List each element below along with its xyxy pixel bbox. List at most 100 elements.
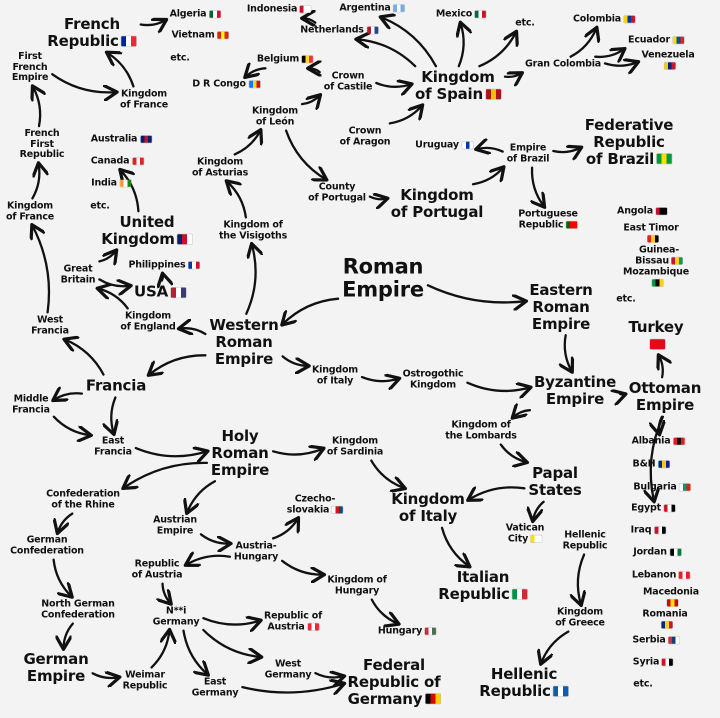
arrow-byzantine-to-k-lombards [513, 410, 532, 417]
node-label: Venezuela [641, 49, 695, 61]
node-syria: Syria [632, 656, 674, 669]
node-bulgaria: Bulgaria [633, 482, 691, 494]
node-label: D R Congo [192, 78, 246, 90]
node-hre: Holy Roman Empire [210, 426, 270, 479]
flag-icon-dz [209, 10, 221, 18]
node-czechoslovakia: Czecho- slovakia [287, 494, 344, 515]
node-serbia: Serbia [632, 634, 680, 647]
node-label: Crown of Castile [323, 70, 373, 92]
arrow-german-confed-to-north-german [52, 558, 72, 597]
flag-icon-tr [650, 339, 665, 350]
node-algeria: Algeria [170, 9, 221, 21]
flag-icon-ba [658, 460, 670, 468]
node-label: Republic of Austria [131, 558, 183, 580]
node-label: Kingdom of Sardinia [326, 435, 384, 457]
arrow-eastern-re-to-byzantine [565, 334, 572, 371]
node-french-first-republic: French First Republic [20, 128, 65, 161]
flag-icon-ar [393, 4, 405, 12]
arrow-k-spain-to-argentina [381, 17, 438, 68]
flag-icon-tl [647, 235, 658, 242]
arrow-gran-colombia-to-ecuador [594, 49, 624, 57]
arrow-k-leon-to-county-portugal [284, 129, 326, 180]
arrow-gran-colombia-to-colombia [569, 28, 597, 58]
arrow-usa-to-philippines [162, 274, 163, 280]
node-label: Eastern Roman Empire [529, 280, 593, 333]
node-macedonia: Macedonia [643, 587, 699, 608]
node-netherlands: Netherlands [300, 25, 378, 37]
arrow-western-re-to-kingdom-of-italy-1 [281, 355, 308, 366]
node-vatican: Vatican City [505, 522, 545, 544]
node-mexico: Mexico [436, 9, 487, 21]
flag-icon-es [485, 89, 501, 100]
node-label: Ecuador [628, 34, 670, 46]
node-ecuador: Ecuador [628, 34, 684, 47]
node-label: etc. [170, 52, 190, 64]
arrow-nazi-germany-to-east-germany [182, 629, 208, 675]
flag-icon-lb [679, 571, 691, 579]
flag-icon-hu [425, 627, 437, 635]
arrow-ottoman-to-egypt [651, 415, 665, 501]
node-label: Vatican City [505, 522, 545, 544]
arrow-k-spain-to-mexico [459, 23, 464, 68]
arrow-austria-hungary-to-k-hungary [280, 559, 323, 575]
arrow-austria-hungary-to-czechoslovakia [271, 519, 298, 540]
node-label: Kingdom of Italy [391, 490, 465, 525]
node-iraq: Iraq [631, 525, 666, 537]
node-label: Kingdom of the Lombards [445, 419, 517, 441]
arrow-empire-brazil-to-uruguay [477, 148, 504, 152]
arrow-western-re-to-francia [149, 354, 207, 374]
arrow-hre-to-confed-rhine [124, 461, 209, 488]
node-label: India [91, 177, 117, 189]
node-italian-republic: Italian Republic [438, 569, 528, 603]
node-label: Hellenic Republic [479, 665, 558, 700]
arrow-hre-to-k-sardinia [271, 449, 323, 455]
arrow-k-spain-to-gran-colombia [503, 73, 521, 77]
node-papal-states: Papal States [528, 465, 581, 499]
node-label: United Kingdom [101, 213, 175, 248]
node-label: Serbia [632, 634, 666, 646]
node-k-italy-2: Kingdom of Italy [391, 490, 465, 525]
node-label: Kingdom of Hungary [327, 574, 387, 596]
arrow-crown-castile-to-belgium [309, 68, 320, 72]
flag-icon-mx [475, 10, 487, 18]
node-hellenic-republic-1: Hellenic Republic [563, 530, 608, 551]
arrow-first-french-empire-to-k-france-top [51, 73, 116, 92]
node-german-confed: German Confederation [10, 535, 84, 556]
node-east-francia: East Francia [94, 436, 132, 457]
node-label: Syria [632, 656, 660, 668]
node-byzantine: Byzantine Empire [534, 374, 616, 408]
node-k-sardinia: Kingdom of Sardinia [327, 436, 383, 457]
flag-icon-al [673, 437, 685, 445]
arrow-k-italy-2-to-italian-republic [440, 526, 469, 566]
node-label: West Francia [31, 314, 69, 336]
node-label: Ottoman Empire [628, 379, 702, 414]
flag-icon-fr [121, 36, 137, 47]
node-frg: Federal Republic of Germany [348, 656, 441, 707]
node-east-germany: East Germany [192, 677, 239, 698]
node-k-hungary: Kingdom of Hungary [327, 574, 387, 596]
node-colombia: Colombia [573, 14, 636, 26]
flag-icon-mz [651, 279, 663, 286]
arrow-west-germany-to-frg [314, 673, 343, 677]
arrow-k-lombards-to-papal-states [499, 443, 527, 463]
flag-icon-au [140, 135, 152, 143]
arrow-k-portugal-to-empire-brazil [471, 168, 503, 186]
node-label: etc. [633, 678, 653, 690]
node-label: East Timor [623, 222, 679, 234]
node-label: Austria- Hungary [233, 540, 279, 562]
node-venezuela: Venezuela [641, 49, 695, 71]
node-label: Holy Roman Empire [210, 426, 270, 479]
arrow-k-france-left-to-french-first-republic [32, 164, 39, 200]
arrow-republic-austria-1-to-nazi-germany [163, 582, 171, 604]
flag-icon-mk [667, 599, 678, 606]
arrow-east-francia-to-hre [134, 448, 207, 456]
arrow-ostrogothic-to-byzantine [466, 383, 530, 391]
node-ostrogothic: Ostrogothic Kingdom [403, 369, 464, 390]
node-label: Angola [617, 205, 653, 217]
node-label: N**i Germany [152, 605, 200, 627]
arrow-k-spain-to-netherlands [357, 39, 417, 68]
node-label: Kingdom of Greece [555, 606, 605, 628]
node-label: Republic of Austria [263, 610, 323, 632]
node-angola: Angola [617, 205, 667, 218]
node-label: German Empire [23, 650, 89, 685]
